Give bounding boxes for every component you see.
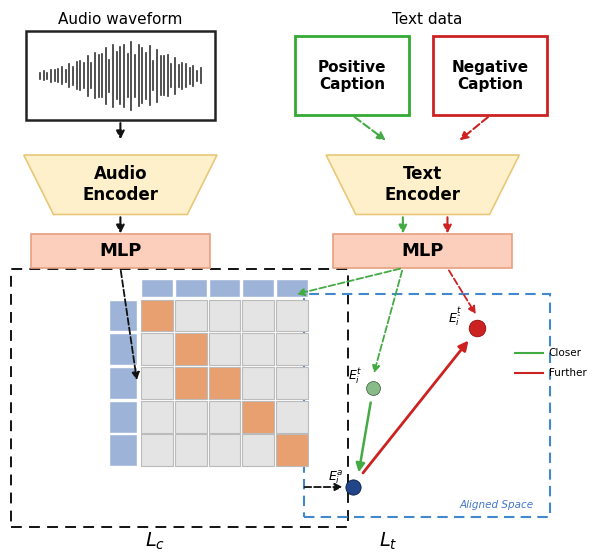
Text: Closer: Closer xyxy=(548,348,582,358)
Bar xyxy=(209,279,240,297)
Bar xyxy=(110,434,137,466)
Bar xyxy=(26,31,215,120)
Text: $E_i^a$: $E_i^a$ xyxy=(328,468,343,486)
Text: Text
Encoder: Text Encoder xyxy=(384,165,461,204)
Text: MLP: MLP xyxy=(99,242,142,260)
Bar xyxy=(209,434,240,466)
Bar xyxy=(433,36,547,115)
Bar xyxy=(175,279,207,297)
Bar xyxy=(209,367,240,399)
Polygon shape xyxy=(326,155,519,215)
Bar xyxy=(175,401,207,433)
Bar xyxy=(11,269,348,527)
Bar xyxy=(110,300,137,331)
Bar xyxy=(175,367,207,399)
Bar xyxy=(276,434,308,466)
Bar xyxy=(304,294,550,517)
Bar xyxy=(276,367,308,399)
Bar xyxy=(243,300,274,331)
Text: $L_c$: $L_c$ xyxy=(145,531,165,552)
Bar xyxy=(334,234,512,268)
Bar xyxy=(209,300,240,331)
Text: Positive
Caption: Positive Caption xyxy=(318,59,387,92)
Bar xyxy=(141,401,173,433)
Bar xyxy=(296,36,409,115)
Bar xyxy=(209,334,240,365)
Bar xyxy=(276,300,308,331)
Bar xyxy=(276,334,308,365)
Bar xyxy=(175,434,207,466)
Polygon shape xyxy=(24,155,217,215)
Bar xyxy=(276,279,308,297)
Bar xyxy=(141,279,173,297)
Bar xyxy=(141,434,173,466)
Text: Aligned Space: Aligned Space xyxy=(460,500,534,510)
Bar xyxy=(243,279,274,297)
Text: Negative
Caption: Negative Caption xyxy=(452,59,529,92)
Bar xyxy=(243,367,274,399)
Bar xyxy=(110,401,137,433)
Bar xyxy=(31,234,210,268)
Bar xyxy=(141,300,173,331)
Bar xyxy=(110,334,137,365)
Bar xyxy=(209,401,240,433)
Bar xyxy=(276,401,308,433)
Bar xyxy=(141,367,173,399)
Text: $E_i^t$: $E_i^t$ xyxy=(348,366,362,386)
Bar xyxy=(243,401,274,433)
Bar xyxy=(243,334,274,365)
Text: Audio waveform: Audio waveform xyxy=(58,12,182,27)
Text: $E_{\hat{i}}^t$: $E_{\hat{i}}^t$ xyxy=(448,305,462,328)
Text: Further: Further xyxy=(548,368,586,378)
Bar xyxy=(141,334,173,365)
Bar xyxy=(175,300,207,331)
Text: MLP: MLP xyxy=(402,242,444,260)
Text: Text data: Text data xyxy=(392,12,463,27)
Bar xyxy=(243,434,274,466)
Text: Audio
Encoder: Audio Encoder xyxy=(82,165,159,204)
Bar xyxy=(110,367,137,399)
Bar xyxy=(175,334,207,365)
Text: $L_t$: $L_t$ xyxy=(378,531,398,552)
